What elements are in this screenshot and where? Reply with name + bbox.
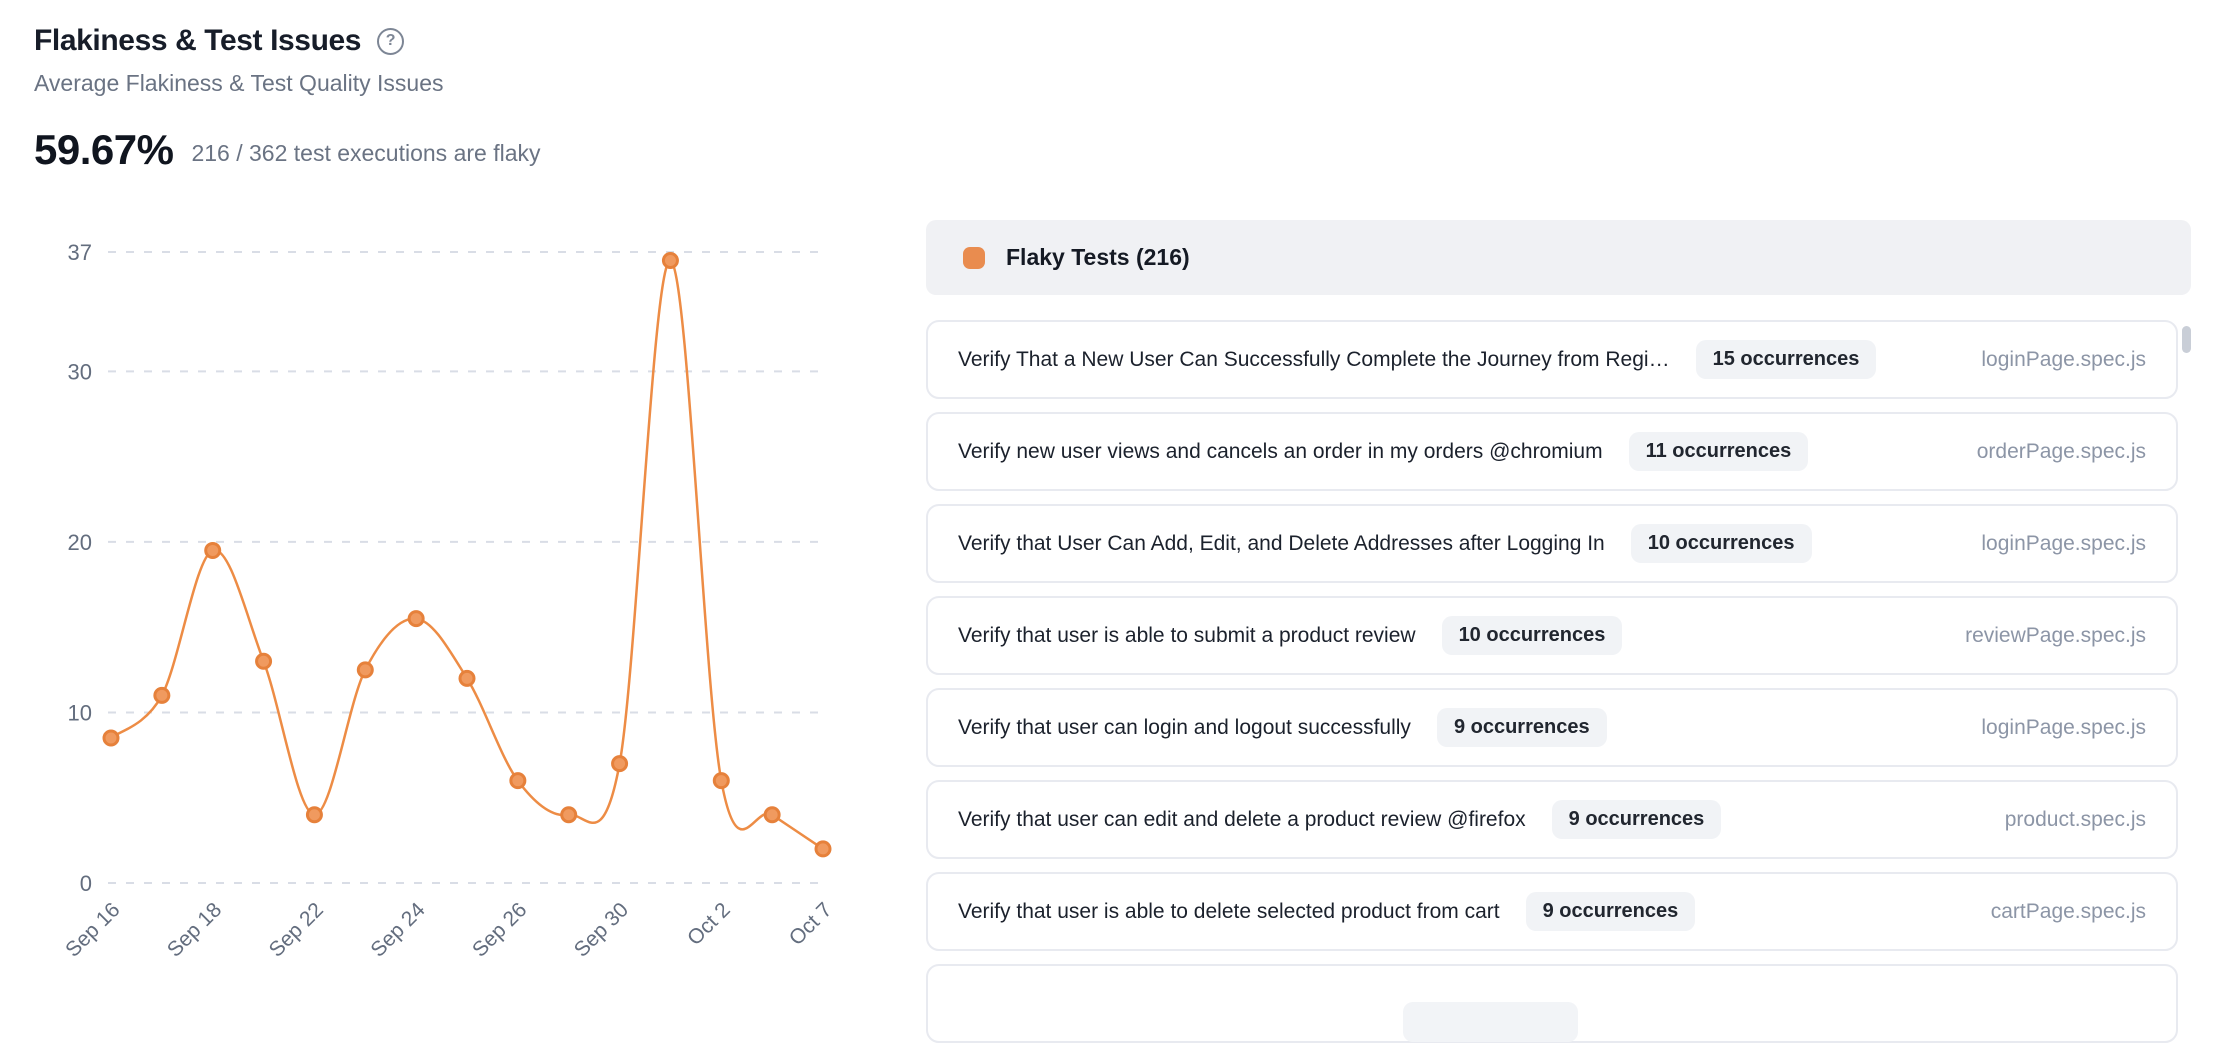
occurrences-badge: 10 occurrences [1441, 616, 1623, 655]
header: Flakiness & Test Issues ? Average Flakin… [34, 24, 444, 97]
chart-point[interactable] [661, 252, 679, 270]
page-subtitle: Average Flakiness & Test Quality Issues [34, 70, 444, 96]
test-row[interactable]: Verify that user can edit and delete a p… [926, 780, 2178, 859]
occurrences-badge: 15 occurrences [1695, 340, 1877, 379]
chart-point[interactable] [763, 806, 781, 824]
y-axis-label: 37 [68, 240, 92, 265]
chart-point[interactable] [305, 806, 323, 824]
test-title: Verify that user is able to submit a pro… [958, 623, 1416, 647]
chart-point[interactable] [560, 806, 578, 824]
chart-point[interactable] [509, 772, 527, 790]
flaky-tests-list: Verify That a New User Can Successfully … [926, 320, 2178, 1056]
y-axis-label: 30 [68, 359, 92, 384]
occurrences-badge: 9 occurrences [1551, 800, 1722, 839]
spec-file: orderPage.spec.js [1976, 439, 2146, 463]
x-axis-label: Sep 16 [61, 898, 124, 961]
chart-point[interactable] [407, 610, 425, 628]
test-row[interactable]: Verify new user views and cancels an ord… [926, 412, 2178, 491]
chart-point[interactable] [204, 541, 222, 559]
chart-point[interactable] [255, 652, 273, 670]
x-axis-label: Oct 2 [683, 898, 735, 950]
occurrences-badge: 9 occurrences [1525, 892, 1696, 931]
chart-point[interactable] [814, 840, 832, 858]
spec-file: loginPage.spec.js [1981, 531, 2146, 555]
test-row[interactable]: Verify that user can login and logout su… [926, 688, 2178, 767]
occurrences-badge [1403, 1002, 1578, 1042]
flakiness-dashboard: Flakiness & Test Issues ? Average Flakin… [30, 24, 2191, 1043]
x-axis-label: Sep 24 [366, 898, 430, 962]
occurrences-badge: 11 occurrences [1628, 432, 1809, 471]
test-title: Verify That a New User Can Successfully … [958, 347, 1670, 371]
legend-swatch-icon [963, 246, 985, 269]
flakiness-stat: 59.67% 216 / 362 test executions are fla… [34, 126, 541, 174]
chart-point[interactable] [356, 661, 374, 679]
flakiness-line-chart: 0 10 20 30 37 Sep 16 Sep 18 Sep 22 Sep 24 Sep 26 S… [61, 240, 837, 962]
chart-point[interactable] [153, 686, 171, 704]
chart-point[interactable] [611, 755, 629, 773]
list-scrollbar-thumb[interactable] [2182, 326, 2191, 353]
x-axis-label: Sep 26 [468, 898, 531, 961]
test-row-partial[interactable] [926, 964, 2178, 1043]
legend-label: Flaky Tests (216) [1006, 244, 1190, 270]
spec-file: cartPage.spec.js [1990, 899, 2146, 923]
chart-point[interactable] [102, 729, 120, 747]
x-axis-label: Sep 18 [163, 898, 226, 961]
test-row[interactable]: Verify that user is able to submit a pro… [926, 596, 2178, 675]
flakiness-chart: 0 10 20 30 37 Sep 16 Sep 18 Sep 22 Sep 24 Sep 26 S… [30, 235, 890, 1025]
x-axis-label: Sep 22 [265, 898, 328, 961]
test-title: Verify new user views and cancels an ord… [958, 439, 1603, 463]
flaky-tests-header: Flaky Tests (216) [926, 220, 2191, 295]
test-row[interactable]: Verify that user is able to delete selec… [926, 872, 2178, 951]
chart-point[interactable] [712, 772, 730, 790]
y-axis-label: 0 [80, 871, 92, 896]
spec-file: product.spec.js [2004, 807, 2146, 831]
chart-point[interactable] [458, 669, 476, 687]
stat-value: 59.67% [34, 126, 174, 173]
stat-caption: 216 / 362 test executions are flaky [191, 139, 541, 166]
page-title: Flakiness & Test Issues [34, 24, 362, 57]
test-title: Verify that user can login and logout su… [958, 715, 1411, 739]
y-axis-label: 10 [68, 700, 92, 725]
occurrences-badge: 10 occurrences [1630, 524, 1812, 563]
test-row[interactable]: Verify that User Can Add, Edit, and Dele… [926, 504, 2178, 583]
help-icon[interactable]: ? [377, 27, 405, 55]
spec-file: loginPage.spec.js [1981, 347, 2146, 371]
test-title: Verify that user is able to delete selec… [958, 899, 1500, 923]
spec-file: loginPage.spec.js [1981, 715, 2146, 739]
occurrences-badge: 9 occurrences [1436, 708, 1607, 747]
y-axis-label: 20 [68, 530, 92, 555]
x-axis-label: Oct 7 [785, 898, 837, 950]
test-row[interactable]: Verify That a New User Can Successfully … [926, 320, 2178, 399]
test-title: Verify that user can edit and delete a p… [958, 807, 1526, 831]
spec-file: reviewPage.spec.js [1965, 623, 2146, 647]
test-title: Verify that User Can Add, Edit, and Dele… [958, 531, 1605, 555]
x-axis-label: Sep 30 [570, 898, 633, 961]
